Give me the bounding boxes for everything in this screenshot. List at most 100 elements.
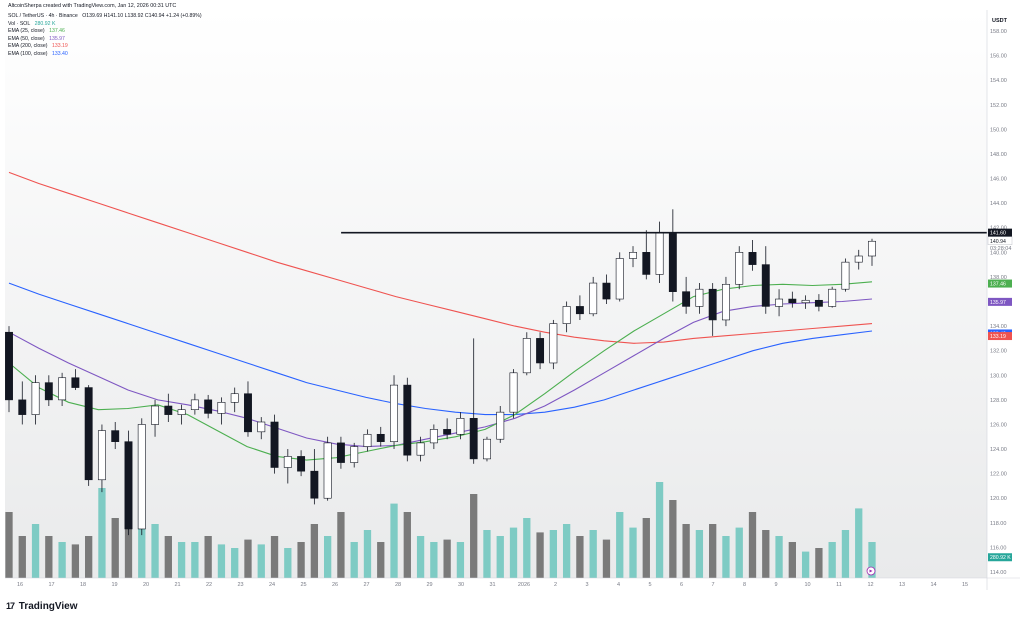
y-tick-label: 120.00 — [990, 496, 1007, 502]
x-tick-label: 17 — [48, 582, 54, 588]
candle — [270, 414, 279, 474]
candle — [403, 377, 412, 462]
x-tick-label: 30 — [458, 582, 464, 588]
volume-bar — [709, 524, 717, 578]
legend-item-ema200[interactable]: EMA (200, close) 133.19 — [8, 43, 202, 51]
candle-body — [788, 298, 797, 304]
candle-body — [403, 384, 412, 456]
price-tag-label: 135.97 — [990, 300, 1006, 306]
legend-symbol-row[interactable]: SOL / TetherUS · 4h · Binance O139.69 H1… — [8, 13, 202, 21]
volume-bar — [45, 536, 53, 578]
legend-item-label: EMA (50, close) — [8, 35, 45, 42]
candle-body — [18, 399, 27, 415]
candle-body — [151, 405, 159, 425]
candle — [177, 404, 186, 425]
price-tag-label: 133.19 — [990, 334, 1006, 340]
candle-body — [217, 402, 226, 414]
legend-item-ema25[interactable]: EMA (25, close) 137.46 — [8, 28, 202, 36]
legend-item-value: 135.97 — [49, 35, 65, 42]
x-tick-label: 28 — [395, 582, 401, 588]
plot-background — [5, 10, 987, 578]
price-tag: 141.60 — [988, 228, 1012, 237]
volume-bar — [310, 524, 319, 578]
x-tick-label: 7 — [711, 582, 714, 588]
volume-bar — [788, 542, 796, 578]
candle — [31, 375, 40, 425]
candle-body — [841, 261, 850, 290]
candle — [841, 258, 850, 292]
candle — [761, 246, 770, 314]
candle-body — [429, 429, 438, 444]
candle-body — [390, 384, 398, 442]
legend-item-value: 137.46 — [49, 28, 65, 35]
candle-body — [722, 283, 730, 321]
candle-body — [190, 399, 199, 411]
volume-bar — [204, 536, 212, 578]
y-tick-label: 130.00 — [990, 373, 1007, 379]
candle-body — [376, 433, 385, 442]
chart-header: AltcoinSherpa created with TradingView.c… — [8, 3, 177, 9]
candle — [71, 369, 80, 391]
volume-bar — [18, 536, 26, 578]
volume-bar — [164, 536, 172, 578]
price-tag-label: 141.60 — [990, 231, 1006, 237]
candle-body — [775, 298, 784, 307]
candle-body — [443, 429, 452, 435]
candle-body — [244, 393, 252, 433]
y-tick-label: 144.00 — [990, 201, 1007, 207]
volume-bar — [576, 536, 584, 578]
price-tags: 141.60140.9403:28:04137.46135.97133.4013… — [987, 228, 1013, 562]
volume-bar — [31, 524, 40, 578]
candle-body — [615, 258, 624, 300]
y-tick-label: 158.00 — [990, 29, 1007, 35]
volume-bar — [748, 512, 757, 578]
candle — [536, 332, 545, 370]
candle — [151, 399, 159, 437]
price-tag: 137.46 — [988, 279, 1012, 288]
time-axis[interactable]: 16 17 18 19 20 21 22 23 24 25 26 27 28 29 30 31 2026 2 3 4 5… — [17, 582, 968, 588]
volume-bar — [855, 508, 863, 578]
candle-body — [854, 255, 863, 263]
volume-bar — [390, 503, 398, 578]
candle-body — [748, 252, 757, 265]
y-tick-label: 134.00 — [990, 324, 1007, 330]
price-tag-box — [988, 228, 1012, 237]
candle-body — [761, 264, 770, 307]
candle-body — [58, 377, 67, 401]
price-tag-label: 140.94 — [990, 239, 1006, 245]
tradingview-brand[interactable]: 17 TradingView — [6, 601, 78, 612]
y-tick-label: 154.00 — [990, 78, 1007, 84]
candle-body — [536, 338, 545, 364]
candle-body — [164, 405, 173, 415]
y-tick-label: 126.00 — [990, 422, 1007, 428]
candle-body — [124, 441, 133, 530]
candle — [456, 412, 465, 440]
replay-icon[interactable] — [866, 566, 876, 576]
candle — [84, 385, 93, 486]
x-tick-label: 23 — [237, 582, 243, 588]
candle — [575, 295, 584, 320]
volume-bar — [151, 524, 159, 578]
volume-bar — [85, 536, 93, 578]
legend-item-ema100[interactable]: EMA (100, close) 133.40 — [8, 51, 202, 59]
legend-item-value: 133.40 — [51, 50, 68, 57]
candle — [748, 240, 757, 271]
candle-body — [350, 446, 359, 463]
legend-item-ema50[interactable]: EMA (50, close) 135.97 — [8, 36, 202, 44]
price-tag: 133.19 — [988, 332, 1012, 341]
volume-bar — [868, 542, 876, 578]
candle — [496, 406, 505, 443]
y-tick-label: 118.00 — [990, 521, 1006, 527]
y-tick-label: 146.00 — [990, 177, 1007, 183]
candle-body — [682, 291, 691, 307]
price-axis[interactable]: 158.00 156.00 154.00 152.00 150.00 148.00 146.… — [990, 29, 1007, 576]
volume-bar — [841, 530, 850, 578]
candle — [735, 246, 744, 290]
ema200-line — [8, 171, 873, 344]
volume-bar — [350, 542, 358, 578]
legend-item-volume[interactable]: Vol · SOL 280.92 K — [8, 21, 202, 29]
candle — [217, 397, 226, 425]
candle-body — [575, 306, 584, 315]
candle-body — [230, 393, 239, 403]
